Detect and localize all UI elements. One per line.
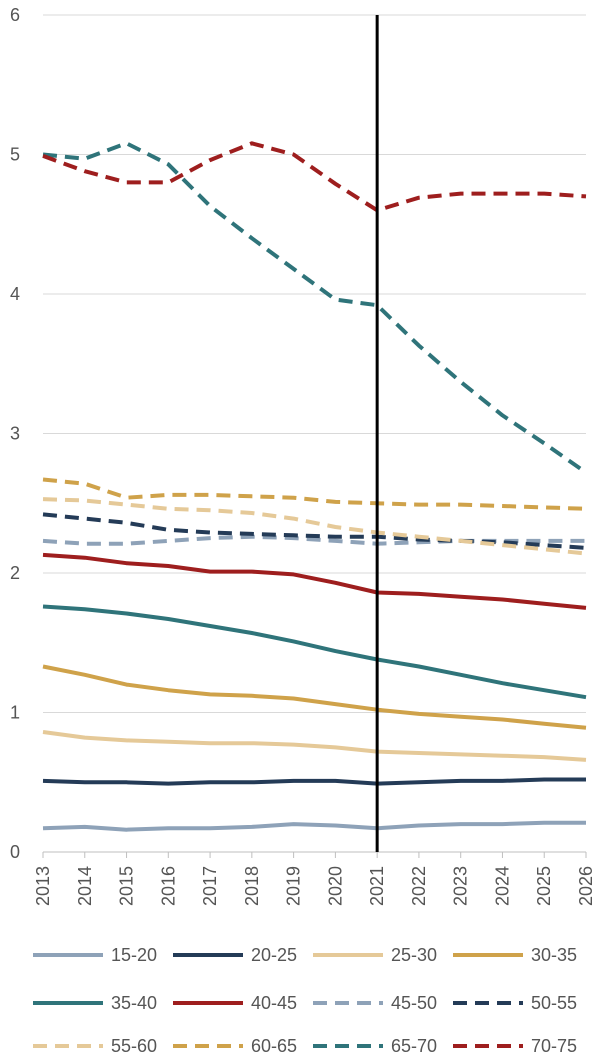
legend-label: 65-70: [391, 1036, 437, 1056]
series-line-60-65: [42, 477, 587, 511]
x-axis: 2013 2014 2015 2016 2017 2018 2019 2020 2021 2022…: [33, 851, 596, 906]
x-tick-label: 2026: [576, 866, 596, 906]
series-line-30-35: [42, 664, 587, 730]
y-tick-label: 6: [10, 5, 20, 25]
y-tick-label: 0: [10, 842, 20, 862]
y-tick-label: 3: [10, 424, 20, 444]
series-line-25-30: [42, 730, 587, 762]
y-tick-label: 1: [10, 703, 20, 723]
y-tick-label: 5: [10, 145, 20, 165]
x-tick-label: 2022: [409, 866, 429, 906]
x-tick-label: 2023: [451, 866, 471, 906]
legend-label: 40-45: [251, 993, 297, 1013]
legend-label: 50-55: [531, 993, 577, 1013]
legend-label: 30-35: [531, 945, 577, 965]
series-line-55-60: [42, 497, 587, 556]
x-tick-label: 2019: [284, 866, 304, 906]
x-tick-label: 2014: [75, 866, 95, 906]
series-line-15-20: [42, 820, 586, 832]
series-line-65-70: [42, 141, 588, 475]
legend-label: 15-20: [111, 945, 157, 965]
y-axis: 0 1 2 3 4 5 6: [10, 5, 20, 862]
x-tick-label: 2013: [33, 866, 53, 906]
series-line-50-55: [42, 512, 587, 550]
x-tick-label: 2017: [200, 866, 220, 906]
series-line-40-45: [42, 552, 587, 610]
x-tick-label: 2025: [534, 866, 554, 906]
legend-label: 35-40: [111, 993, 157, 1013]
y-tick-label: 4: [10, 284, 20, 304]
x-tick-label: 2020: [325, 866, 345, 906]
gridlines: [43, 14, 586, 713]
x-tick-label: 2024: [492, 866, 512, 906]
legend: 15-20 20-25 25-30 30-35 35-40 40-45 45-50 50-55…: [33, 945, 577, 1056]
x-tick-label: 2021: [367, 866, 387, 906]
series-line-20-25: [42, 777, 586, 786]
series-lines: [42, 141, 588, 832]
series-line-35-40: [42, 604, 587, 700]
x-tick-label: 2015: [117, 866, 137, 906]
legend-label: 55-60: [111, 1036, 157, 1056]
y-tick-label: 2: [10, 563, 20, 583]
legend-label: 45-50: [391, 993, 437, 1013]
x-tick-label: 2018: [242, 866, 262, 906]
x-tick-label: 2016: [158, 866, 178, 906]
series-line-70-75: [42, 141, 587, 213]
legend-label: 60-65: [251, 1036, 297, 1056]
legend-label: 70-75: [531, 1036, 577, 1056]
legend-label: 20-25: [251, 945, 297, 965]
legend-label: 25-30: [391, 945, 437, 965]
